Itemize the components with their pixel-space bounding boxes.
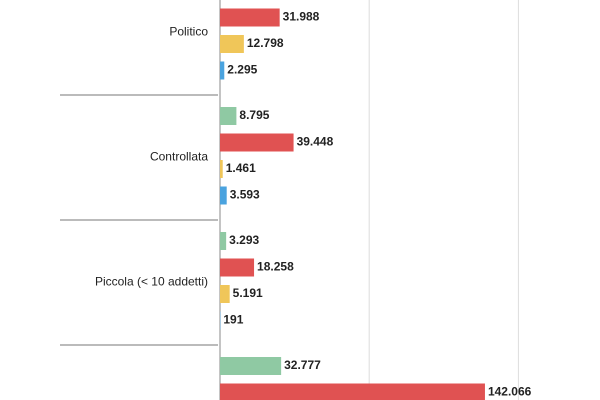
value-label: 5.191	[233, 286, 263, 300]
category-label: Controllata	[150, 150, 208, 164]
bar	[220, 357, 282, 375]
category-label: Politico	[169, 25, 208, 39]
value-label: 12.798	[247, 36, 284, 50]
value-label: 3.593	[230, 188, 260, 202]
value-label: 18.258	[257, 260, 294, 274]
value-label: 32.777	[284, 358, 321, 372]
value-label: 1.461	[226, 161, 256, 175]
bar	[220, 383, 485, 400]
value-label: 3.293	[229, 233, 259, 247]
bar	[220, 8, 280, 27]
bar	[220, 258, 255, 277]
value-label: 31.988	[283, 10, 320, 24]
bar	[220, 133, 294, 152]
category-label: Piccola (< 10 addetti)	[95, 275, 208, 289]
bar	[220, 160, 223, 178]
bar	[220, 285, 230, 303]
value-label: 39.448	[297, 135, 334, 149]
value-label: 142.066	[488, 385, 532, 399]
bar	[220, 61, 225, 80]
bar	[220, 232, 227, 250]
value-label: 2.295	[227, 63, 257, 77]
value-label: 191	[223, 313, 243, 327]
value-label: 8.795	[239, 108, 269, 122]
bar	[220, 35, 244, 53]
bar	[220, 107, 237, 125]
bar	[220, 186, 227, 205]
